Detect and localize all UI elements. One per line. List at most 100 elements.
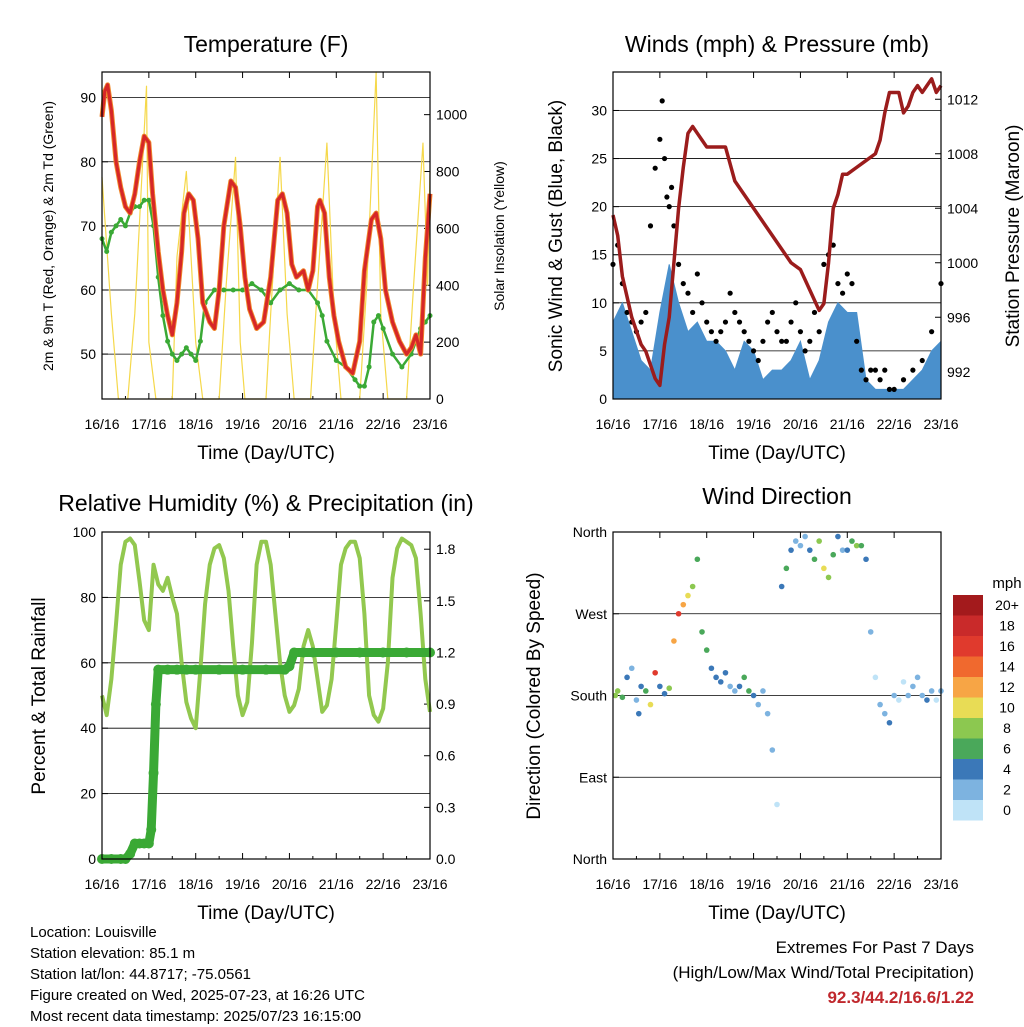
legend-swatch [953,615,983,636]
direction-point [830,551,837,558]
x-tick-label: 18/16 [689,416,724,432]
precip-point [143,838,154,849]
legend-swatch [953,677,983,698]
y2-tick-label: 1.8 [436,541,456,557]
legend-swatch [953,800,983,821]
gust-point [891,386,897,392]
x-tick-label: 17/16 [642,416,677,432]
direction-point [853,542,860,549]
direction-point [713,674,719,681]
station-info: Location: Louisville Station elevation: … [30,922,365,1027]
direction-point [717,679,724,685]
direction-ylabel-left: Direction (Colored By Speed) [524,572,545,819]
x-tick-label: 20/16 [272,416,307,432]
direction-point [802,533,808,540]
gust-point [664,194,670,200]
direction-point [657,683,663,690]
y-tick-label: 40 [80,720,96,736]
x-tick-label: 16/16 [595,416,630,432]
x-tick-label: 22/16 [877,416,912,432]
legend-label: 14 [999,659,1015,675]
humidity-panel: Relative Humidity (%) & Precipitation (i… [29,490,474,924]
gust-point [736,319,743,325]
direction-point [914,674,921,681]
direction-point [783,565,790,572]
y-tick-label: East [579,769,607,785]
winds-ylabel-right: Station Pressure (Maroon) [1003,125,1024,348]
direction-point [736,683,743,690]
y2-tick-label: 1.5 [436,593,456,609]
legend-label: 6 [1003,741,1011,757]
precip-point [354,647,365,658]
precip-point [261,664,271,675]
gust-point [760,338,766,344]
precip-point [289,647,300,658]
gust-point [704,319,710,325]
precip-point [284,661,295,672]
legend-title: mph [992,575,1021,592]
direction-point [671,638,677,644]
gust-point [690,309,696,316]
direction-point [633,697,640,703]
precip-point [298,647,309,658]
y-tick-label: 30 [591,102,607,118]
precip-point [125,848,136,859]
gust-point [793,300,799,306]
precip-point [401,647,412,658]
direction-point [886,719,893,726]
x-tick-label: 18/16 [178,416,213,432]
winds-xlabel: Time (Day/UTC) [708,443,846,464]
direction-point [666,685,673,692]
gust-point [835,280,841,287]
legend-swatch [953,738,983,759]
direction-point [910,683,916,690]
direction-point [792,538,799,544]
gust-point [779,338,785,344]
y2-tick-label: 0.3 [436,799,456,815]
plot-frame [101,531,431,860]
y2-tick-label: 0 [436,391,444,407]
direction-point [924,697,930,703]
direction-point [750,692,757,699]
temp-9m-line [99,82,433,376]
direction-point [867,629,874,635]
direction-point [858,542,865,549]
gust-point [638,319,644,325]
y-tick-label: North [573,851,607,867]
precip-point [153,664,164,675]
direction-point [816,538,822,544]
figure-created: Figure created on Wed, 2025-07-23, at 16… [30,987,365,1004]
x-tick-label: 20/16 [783,876,818,892]
y2-tick-label: 600 [436,220,460,236]
y-tick-label: 0 [88,851,96,867]
extremes-values: 92.3/44.2/16.6/1.22 [827,988,974,1007]
legend-swatch [953,718,983,739]
x-tick-label: 18/16 [178,876,213,892]
direction-point [778,583,785,590]
legend-swatch [953,697,983,718]
y-tick-label: 60 [80,282,96,298]
sonic-wind-area [612,264,942,400]
legend-label: 16 [999,638,1015,654]
temperature-panel: Temperature (F) Time (Day/UTC) 2m & 9m T… [40,31,507,464]
x-tick-label: 21/16 [319,876,354,892]
y-tick-label: West [575,606,607,622]
y-tick-label: 20 [80,786,96,802]
y2-tick-label: 200 [436,334,460,350]
direction-point [703,647,710,653]
gust-point [877,377,883,383]
y2-tick-label: 1000 [947,255,978,271]
x-tick-label: 17/16 [642,876,677,892]
direction-point [821,565,827,572]
y2-tick-label: 0.0 [436,851,456,867]
gust-point [659,98,665,104]
direction-point [764,710,771,717]
dewpoint-line [100,198,432,388]
station-latlon: Station lat/lon: 44.8717; -75.0561 [30,966,252,983]
direction-point [643,688,649,694]
x-tick-label: 21/16 [830,416,865,432]
x-tick-label: 17/16 [131,416,166,432]
direction-point [689,583,696,590]
direction-panel: Wind Direction Time (Day/UTC) Direction … [524,483,1022,924]
